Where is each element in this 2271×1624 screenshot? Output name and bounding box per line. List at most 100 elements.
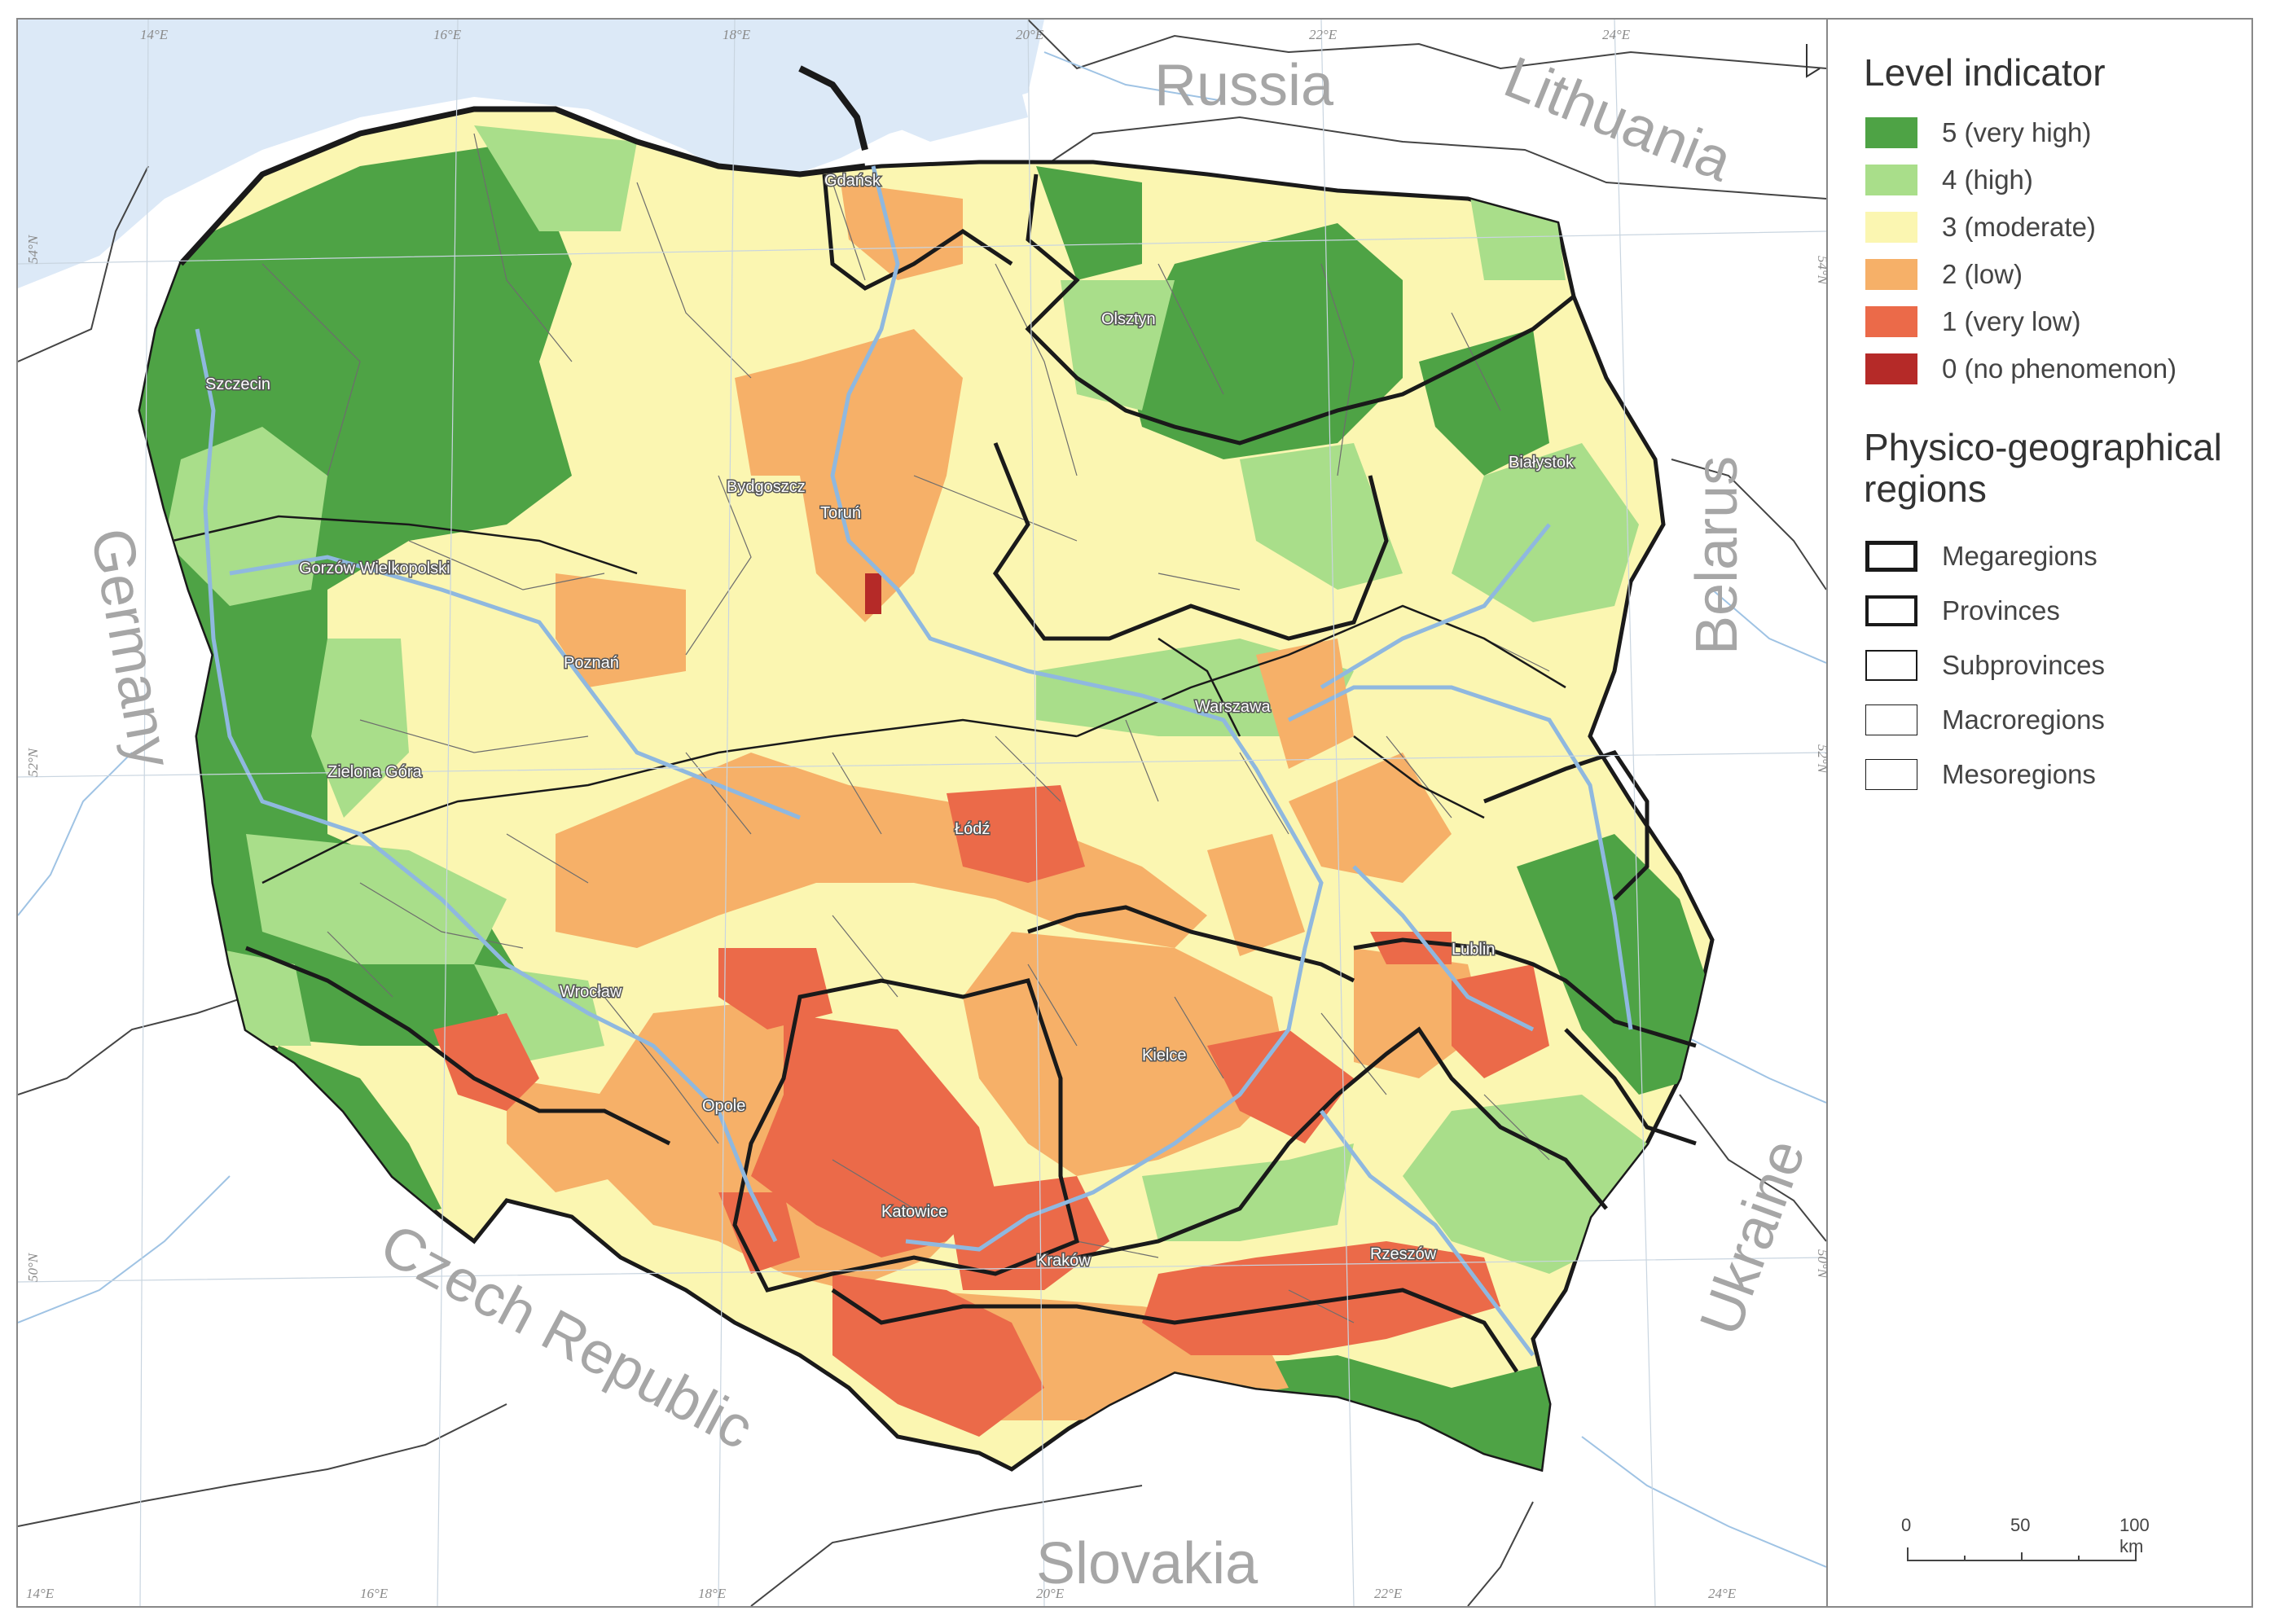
lat-label-left-52: 52°N xyxy=(25,747,41,777)
country-belarus: Belarus xyxy=(1685,456,1750,655)
boundary-roztocze xyxy=(1564,1028,1697,1146)
boundary-carpathians xyxy=(831,1288,1519,1373)
city-kielce: Kielce xyxy=(1142,1047,1186,1064)
lat-label-right-52: 52°N xyxy=(1815,744,1826,775)
city-poznan: Poznań xyxy=(564,654,619,672)
lon-label-top-14: 14°E xyxy=(140,27,169,42)
river-wieprz xyxy=(1352,865,1535,1032)
legend-level-2-label: 2 (low) xyxy=(1942,259,2023,289)
city-gdansk: Gdańsk xyxy=(824,172,881,190)
legend-macroregions: Macroregions xyxy=(1865,701,2105,739)
legend-megaregions: Megaregions xyxy=(1865,538,2097,575)
legend-mesoregions: Mesoregions xyxy=(1865,756,2096,793)
grid-labels: 14°E 16°E 18°E 20°E 22°E 24°E 14°E 16°E … xyxy=(25,27,1826,1601)
swatch-level-3 xyxy=(1865,212,1917,243)
city-labels: Gdańsk Olsztyn Szczecin Bydgoszcz Toruń … xyxy=(204,171,1576,1271)
city-krakow: Kraków xyxy=(1036,1252,1091,1270)
city-bialystok: Białystok xyxy=(1509,454,1575,472)
map-panel: 14°E 16°E 18°E 20°E 22°E 24°E 14°E 16°E … xyxy=(16,18,1828,1608)
river-narew xyxy=(1320,523,1551,690)
city-lublin: Lublin xyxy=(1452,941,1495,959)
river-oder xyxy=(195,328,778,1243)
province-boundaries xyxy=(245,173,1697,1373)
city-zielona-gora: Zielona Góra xyxy=(327,763,422,781)
zone-high-sw xyxy=(213,948,604,1062)
lon-label-top-22: 22°E xyxy=(1309,27,1338,42)
zone-very-high-west xyxy=(140,142,572,1046)
legend-level-0: 0 (no phenomenon) xyxy=(1865,350,2177,388)
zone-low-north xyxy=(556,182,1452,956)
legend-panel: Level indicator 5 (very high) 4 (high) 3… xyxy=(1828,18,2253,1608)
map-svg: 14°E 16°E 18°E 20°E 22°E 24°E 14°E 16°E … xyxy=(18,20,1826,1606)
river-warta xyxy=(229,555,801,820)
outline-swatch-subprovinces xyxy=(1865,650,1917,681)
boundary-mazury xyxy=(1025,173,1575,446)
city-olsztyn: Olsztyn xyxy=(1101,310,1156,328)
legend-level-5: 5 (very high) xyxy=(1865,114,2091,151)
legend-level-2: 2 (low) xyxy=(1865,256,2023,293)
zone-low-central xyxy=(556,753,1207,948)
swatch-level-1 xyxy=(1865,306,1917,337)
rivers xyxy=(195,165,1633,1357)
city-lodz: Łódź xyxy=(955,820,990,838)
lon-label-bottom-16: 16°E xyxy=(360,1586,389,1601)
boundary-silesia xyxy=(732,978,1079,1293)
legend-level-3-label: 3 (moderate) xyxy=(1942,212,2096,242)
country-germany: Germany xyxy=(78,524,184,772)
legend-level-5-label: 5 (very high) xyxy=(1942,117,2092,147)
legend-level-4-label: 4 (high) xyxy=(1942,165,2033,195)
city-rzeszow: Rzeszów xyxy=(1370,1245,1437,1263)
legend-level-3: 3 (moderate) xyxy=(1865,208,2096,246)
legend-provinces-label: Provinces xyxy=(1942,595,2060,625)
legend-regions-title: Physico-geographical regions xyxy=(1864,426,2222,510)
country-slovakia: Slovakia xyxy=(1036,1531,1258,1596)
lon-label-bottom-20: 20°E xyxy=(1036,1586,1065,1601)
lon-label-top-20: 20°E xyxy=(1016,27,1044,42)
zone-very-low xyxy=(433,785,1549,1437)
city-torun: Toruń xyxy=(820,504,861,522)
legend-level-0-label: 0 (no phenomenon) xyxy=(1942,353,2177,384)
zone-very-high-ne xyxy=(1036,166,1549,476)
lon-label-top-18: 18°E xyxy=(723,27,751,42)
scale-bar: 0 50 100 km xyxy=(1901,1515,2150,1580)
river-san xyxy=(1320,1109,1535,1357)
boundary-sudetes xyxy=(245,946,671,1146)
legend-level-1: 1 (very low) xyxy=(1865,303,2081,340)
lon-label-top-16: 16°E xyxy=(433,27,462,42)
baltic-sea xyxy=(18,20,1044,288)
city-opole: Opole xyxy=(702,1097,745,1115)
lon-label-top-24: 24°E xyxy=(1602,27,1631,42)
swatch-level-5 xyxy=(1865,117,1917,148)
legend-subprovinces-label: Subprovinces xyxy=(1942,650,2105,680)
city-warszawa: Warszawa xyxy=(1195,698,1271,716)
swatch-level-4 xyxy=(1865,165,1917,195)
north-arrow-icon xyxy=(1806,44,1821,78)
outline-swatch-megaregions xyxy=(1865,541,1917,572)
city-gorzow: Gorzów Wielkopolski xyxy=(299,560,450,577)
zone-high-west xyxy=(165,125,637,964)
hel-peninsula xyxy=(798,65,868,151)
graticule xyxy=(18,20,1826,1606)
lon-label-bottom-24: 24°E xyxy=(1708,1586,1737,1601)
legend-subprovinces: Subprovinces xyxy=(1865,647,2105,684)
scale-bar-graphic xyxy=(1907,1547,2137,1561)
lat-label-right-54: 54°N xyxy=(1815,256,1826,286)
scale-tick-100: 100 km xyxy=(2119,1515,2150,1556)
boundary-central-lowlands xyxy=(992,442,1389,641)
city-wroclaw: Wrocław xyxy=(560,983,622,1001)
lat-label-left-54: 54°N xyxy=(25,234,41,264)
zone-very-high-east xyxy=(1517,834,1712,1095)
city-katowice: Katowice xyxy=(881,1203,947,1221)
legend-level-1-label: 1 (very low) xyxy=(1942,306,2081,336)
city-szczecin: Szczecin xyxy=(205,375,270,393)
boundary-polesie xyxy=(1483,750,1649,901)
outline-swatch-provinces xyxy=(1865,595,1917,626)
legend-provinces: Provinces xyxy=(1865,592,2060,630)
outline-swatch-macroregions xyxy=(1865,704,1917,735)
boundary-lublin xyxy=(1353,937,1697,1048)
river-vistula xyxy=(830,165,1324,1252)
river-bug xyxy=(1287,685,1633,1030)
scale-tick-0: 0 xyxy=(1901,1515,1912,1535)
coastline xyxy=(178,106,866,266)
